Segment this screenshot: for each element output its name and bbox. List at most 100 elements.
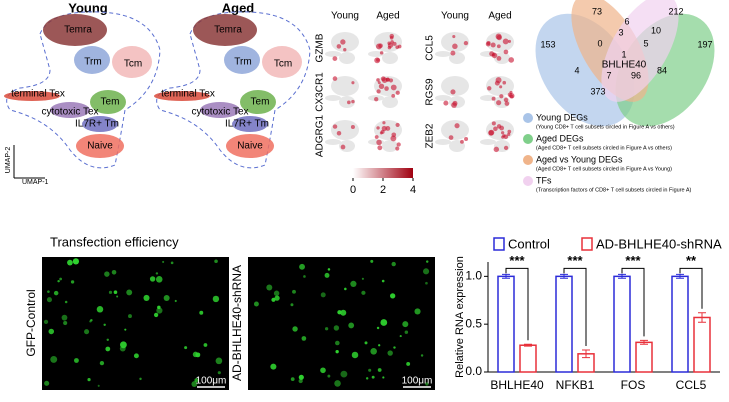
gfp-cell xyxy=(170,261,174,265)
venn-count: 96 xyxy=(631,70,641,80)
error-bar xyxy=(698,312,706,323)
cluster-label: Tcm xyxy=(124,59,142,70)
gfp-cell xyxy=(214,259,218,264)
venn-count: 7 xyxy=(606,70,611,80)
expression-spot xyxy=(493,126,498,132)
gfp-cell xyxy=(155,276,163,283)
umap-cluster xyxy=(112,46,152,78)
gfp-cell xyxy=(273,290,280,297)
gfp-cell xyxy=(106,338,109,342)
umap-cluster xyxy=(226,134,274,158)
gfp-cell xyxy=(133,353,139,359)
legend-desc: (Young CD8+ T cell subsets circled in Fi… xyxy=(536,124,675,130)
gfp-cell xyxy=(203,343,208,347)
cluster-label: terminal Tex xyxy=(11,89,65,100)
error-bar xyxy=(618,273,626,279)
cluster-label: IL7R+ Tm xyxy=(225,119,269,130)
gfp-cell xyxy=(266,284,273,291)
feature-cells xyxy=(441,32,469,52)
gfp-cell xyxy=(324,272,330,278)
gfp-cell xyxy=(406,361,411,366)
gfp-cell xyxy=(390,293,396,299)
umap-cluster xyxy=(76,134,124,158)
transfection-title: Transfection efficiency xyxy=(50,234,179,249)
gfp-cell xyxy=(371,375,375,379)
expression-spot xyxy=(377,145,383,151)
expression-spot xyxy=(374,96,379,102)
gfp-cell xyxy=(303,275,306,278)
expression-spot xyxy=(454,123,460,129)
umap-cluster xyxy=(74,46,110,74)
umap-cluster xyxy=(193,14,257,46)
gfp-cell xyxy=(162,260,165,264)
gfp-cell xyxy=(149,276,156,282)
gfp-cell xyxy=(97,384,100,387)
legend-swatch xyxy=(493,237,505,251)
gfp-cell xyxy=(47,290,50,293)
significance: ** xyxy=(686,253,697,268)
colorbar-label: 0 xyxy=(350,184,356,196)
gfp-cell xyxy=(124,328,127,331)
gfp-cell xyxy=(327,374,331,378)
gfp-cell xyxy=(143,294,150,301)
cluster-label: Tem xyxy=(251,97,270,108)
expression-spot xyxy=(336,130,342,136)
cluster-label: Trm xyxy=(84,57,101,68)
scale-bar-label: 100μm xyxy=(196,376,227,387)
gfp-cell xyxy=(301,336,307,341)
expression-spot xyxy=(332,56,338,61)
gene-label: CX3CR1 xyxy=(315,72,326,112)
umap-x-label: UMAP-1 xyxy=(22,179,49,186)
cluster-label: Tem xyxy=(101,97,120,108)
legend-label: Control xyxy=(508,236,550,251)
umap-cluster xyxy=(4,91,60,101)
gfp-cell xyxy=(126,289,133,296)
scale-bar-label: 100μm xyxy=(402,376,433,387)
gfp-cell xyxy=(156,307,163,314)
gfp-cell xyxy=(46,297,52,303)
gfp-cell xyxy=(105,346,111,352)
gene-label: GZMB xyxy=(315,33,326,62)
feature-cells xyxy=(382,52,398,64)
cluster-label: Temra xyxy=(64,25,92,36)
gfp-cell xyxy=(348,322,355,329)
expression-spot xyxy=(496,34,502,41)
gfp-cell xyxy=(344,287,347,291)
gfp-cell xyxy=(382,376,385,379)
gfp-cell xyxy=(119,345,126,352)
gfp-cell xyxy=(380,319,388,326)
gfp-cell xyxy=(191,381,198,387)
gfp-cell xyxy=(334,380,341,387)
x-tick-label: BHLHE40 xyxy=(490,378,544,392)
gfp-cell xyxy=(99,360,105,366)
venn-count: 10 xyxy=(651,25,661,35)
gfp-cell xyxy=(292,326,298,332)
gfp-cell xyxy=(364,341,368,345)
gfp-cell xyxy=(139,377,142,381)
gfp-cell xyxy=(402,321,409,328)
gfp-cell xyxy=(253,301,259,307)
cluster-label: IL7R+ Tm xyxy=(75,119,119,130)
gfp-cell xyxy=(399,335,402,338)
feature-cells xyxy=(374,76,402,96)
error-bar xyxy=(676,273,684,279)
gfp-cell xyxy=(89,320,92,323)
expression-spot xyxy=(376,89,381,94)
expression-spot xyxy=(491,96,496,101)
expression-spot xyxy=(507,39,512,43)
feature-cells xyxy=(441,76,469,96)
gfp-cell xyxy=(420,354,424,357)
expression-spot xyxy=(450,50,456,56)
gfp-cell xyxy=(103,323,106,326)
venn-count: 153 xyxy=(540,39,555,49)
legend-label: AD-BHLHE40-shRNA xyxy=(596,236,722,251)
umap-cluster xyxy=(240,90,276,114)
gfp-cell xyxy=(425,281,428,285)
x-tick-label: NFKB1 xyxy=(556,378,595,392)
expression-spot xyxy=(450,89,456,95)
expression-spot xyxy=(493,146,500,153)
venn-count: 212 xyxy=(668,6,683,16)
expression-spot xyxy=(378,43,383,49)
expression-spot xyxy=(389,35,394,40)
expression-spot xyxy=(503,97,509,103)
